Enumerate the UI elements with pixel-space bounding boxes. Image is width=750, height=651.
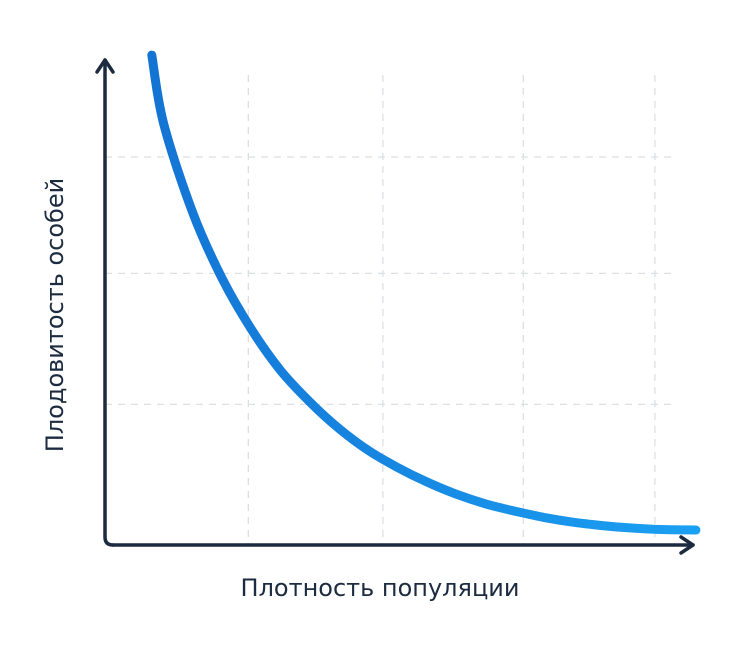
gridlines <box>105 75 675 545</box>
y-axis-arrow-icon <box>95 58 115 74</box>
x-axis-arrow-icon <box>679 535 695 555</box>
series-layer <box>147 50 701 535</box>
fertility-density-curve <box>147 50 701 535</box>
axes <box>95 58 695 555</box>
x-axis-title: Плотность популяции <box>241 574 520 602</box>
y-axis-title: Плодовитость особей <box>41 178 69 452</box>
y-axis <box>103 58 115 547</box>
